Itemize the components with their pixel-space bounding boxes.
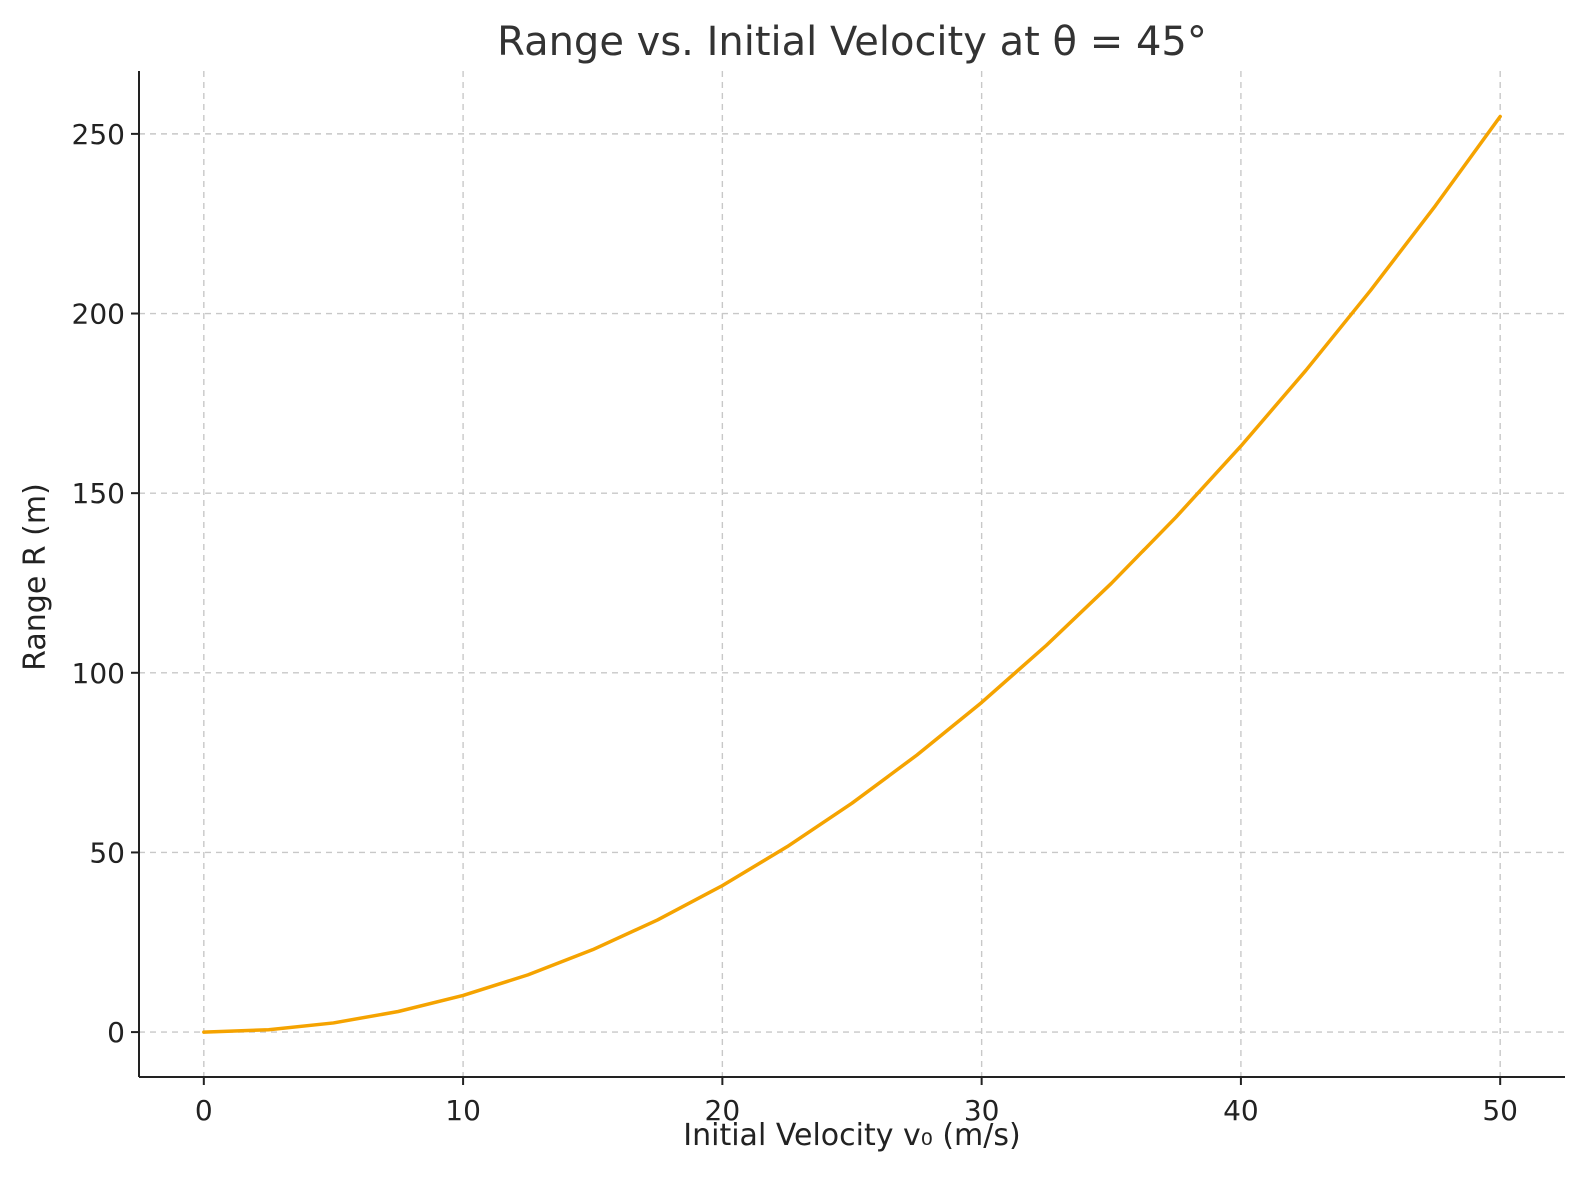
x-tick-label: 0 — [195, 1094, 213, 1127]
ticks: 0 10 20 30 40 50 0 50 100 150 200 250 — [72, 118, 1518, 1127]
range-curve — [202, 114, 1502, 1034]
series-layer — [202, 114, 1502, 1034]
y-axis-label: Range R (m) — [18, 483, 53, 671]
y-tick-label: 100 — [72, 657, 125, 690]
axes — [138, 71, 1565, 1078]
x-tick-label: 30 — [964, 1094, 1000, 1127]
y-tick-label: 200 — [72, 298, 125, 331]
x-tick-label: 40 — [1223, 1094, 1259, 1127]
x-tick-label: 10 — [445, 1094, 481, 1127]
chart-title: Range vs. Initial Velocity at θ = 45° — [497, 19, 1207, 65]
x-tick-label: 50 — [1482, 1094, 1518, 1127]
x-axis-label: Initial Velocity v₀ (m/s) — [683, 1118, 1020, 1153]
y-tick-label: 250 — [72, 118, 125, 151]
x-tick-label: 20 — [705, 1094, 741, 1127]
y-tick-label: 50 — [89, 836, 125, 869]
grid — [139, 71, 1565, 1077]
y-tick-label: 150 — [72, 477, 125, 510]
y-tick-label: 0 — [107, 1016, 125, 1049]
